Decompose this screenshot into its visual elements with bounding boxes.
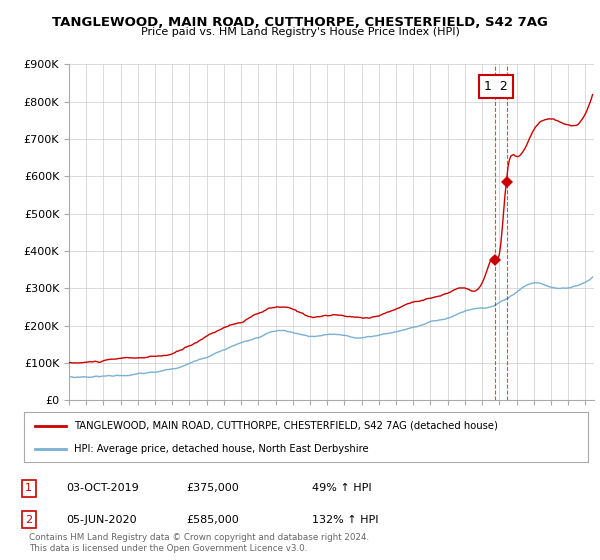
Text: 2: 2 [25,515,32,525]
Text: Price paid vs. HM Land Registry's House Price Index (HPI): Price paid vs. HM Land Registry's House … [140,27,460,37]
Text: HPI: Average price, detached house, North East Derbyshire: HPI: Average price, detached house, Nort… [74,444,368,454]
Text: £375,000: £375,000 [186,483,239,493]
Text: TANGLEWOOD, MAIN ROAD, CUTTHORPE, CHESTERFIELD, S42 7AG (detached house): TANGLEWOOD, MAIN ROAD, CUTTHORPE, CHESTE… [74,421,497,431]
Text: 49% ↑ HPI: 49% ↑ HPI [312,483,371,493]
Text: 132% ↑ HPI: 132% ↑ HPI [312,515,379,525]
Text: 03-OCT-2019: 03-OCT-2019 [66,483,139,493]
Text: £585,000: £585,000 [186,515,239,525]
Text: TANGLEWOOD, MAIN ROAD, CUTTHORPE, CHESTERFIELD, S42 7AG: TANGLEWOOD, MAIN ROAD, CUTTHORPE, CHESTE… [52,16,548,29]
Text: 1: 1 [25,483,32,493]
Text: Contains HM Land Registry data © Crown copyright and database right 2024.
This d: Contains HM Land Registry data © Crown c… [29,533,369,553]
Text: 1  2: 1 2 [484,80,508,94]
Text: 05-JUN-2020: 05-JUN-2020 [66,515,137,525]
